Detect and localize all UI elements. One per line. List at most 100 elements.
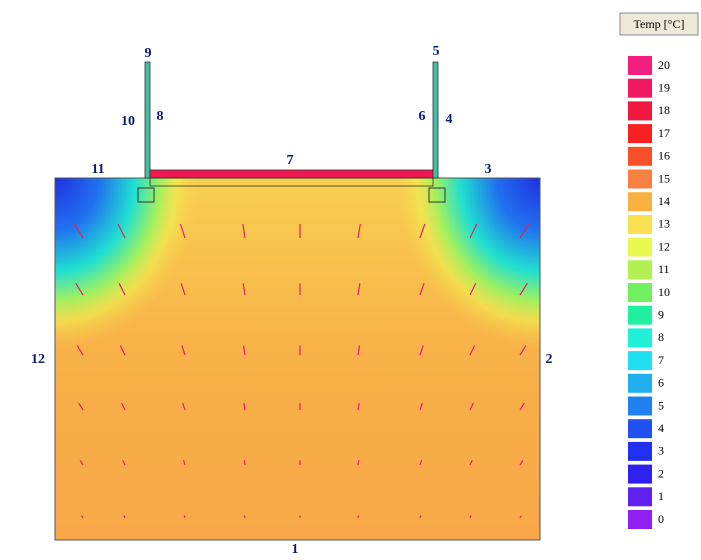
legend-swatch <box>628 101 652 121</box>
flux-arrow <box>469 515 472 519</box>
boundary-label: 12 <box>31 352 45 367</box>
legend-swatch <box>628 260 652 280</box>
legend-swatch <box>628 441 652 461</box>
legend-swatch <box>628 373 652 393</box>
legend-label: 0 <box>658 512 664 526</box>
legend-label: 12 <box>658 239 670 253</box>
legend-swatch <box>628 146 652 166</box>
flux-arrow <box>242 223 246 239</box>
legend-label: 14 <box>658 194 670 208</box>
legend-swatch <box>628 510 652 529</box>
flux-arrow <box>519 282 528 296</box>
flux-arrow <box>182 402 186 411</box>
boundary-label: 5 <box>433 44 440 59</box>
flux-arrow <box>519 223 530 239</box>
flux-arrow <box>469 283 477 296</box>
flux-arrow <box>73 223 84 239</box>
legend-label: 2 <box>658 466 664 480</box>
footing-right <box>428 187 446 203</box>
boundary-label: 9 <box>145 46 152 61</box>
legend-label: 7 <box>658 353 664 367</box>
boundary-label: 2 <box>546 352 553 367</box>
flux-arrow <box>419 223 426 239</box>
flux-arrow <box>183 515 186 519</box>
footing-left <box>137 187 155 203</box>
flux-arrow <box>357 460 360 466</box>
legend-swatch <box>628 351 652 371</box>
flux-arrow <box>357 345 361 356</box>
flux-arrow <box>357 223 361 239</box>
boundary-label: 10 <box>121 114 135 129</box>
flux-arrow <box>75 282 84 296</box>
legend-swatch <box>628 464 652 484</box>
legend-label: 1 <box>658 489 664 503</box>
legend-label: 11 <box>658 262 670 276</box>
boundary-label: 1 <box>292 542 299 557</box>
legend-label: 18 <box>658 103 670 117</box>
right-wall <box>432 61 439 179</box>
legend-label: 4 <box>658 421 664 435</box>
legend-label: 13 <box>658 217 670 231</box>
legend-swatch <box>628 396 652 416</box>
flux-arrow <box>242 345 246 356</box>
slab-layer <box>149 177 434 187</box>
legend-label: 15 <box>658 171 670 185</box>
legend-title-button[interactable] <box>619 12 699 36</box>
legend-label: 8 <box>658 330 664 344</box>
legend-title: Temp [°C] <box>634 17 685 31</box>
flux-arrow <box>519 402 525 411</box>
flux-arrow <box>181 345 186 356</box>
flux-arrow <box>419 402 423 411</box>
flux-arrow <box>243 402 246 411</box>
legend-label: 9 <box>658 307 664 321</box>
legend-swatch <box>628 214 652 234</box>
legend-swatch <box>628 305 652 325</box>
legend-label: 6 <box>658 376 664 390</box>
flux-arrow <box>419 460 423 466</box>
legend-label: 3 <box>658 444 664 458</box>
boundary-label: 7 <box>287 153 294 168</box>
left-wall <box>144 61 151 179</box>
boundary-label: 11 <box>91 162 104 177</box>
flux-arrow <box>78 402 84 411</box>
boundary-label: 6 <box>419 109 426 124</box>
flux-arrow <box>120 402 126 411</box>
legend-swatch <box>628 56 652 75</box>
flux-arrow <box>243 460 246 466</box>
flux-arrow <box>179 223 186 239</box>
legend-label: 20 <box>658 58 670 72</box>
flux-arrow <box>357 283 361 296</box>
flux-arrow <box>419 515 422 519</box>
flux-arrow <box>419 345 424 356</box>
flux-arrow <box>469 223 478 239</box>
boundary-label: 4 <box>446 112 453 127</box>
legend-label: 5 <box>658 398 664 412</box>
legend-swatch <box>628 328 652 348</box>
legend-swatch <box>628 192 652 212</box>
flux-arrow <box>180 283 186 296</box>
slab <box>149 169 434 179</box>
legend-swatch <box>628 78 652 98</box>
flux-arrow <box>117 223 126 239</box>
flux-arrow <box>122 459 126 466</box>
flux-arrow <box>519 459 524 466</box>
temperature-field <box>55 178 540 540</box>
boundary-label: 8 <box>157 109 164 124</box>
legend-swatch <box>628 487 652 507</box>
flux-arrow <box>118 283 126 296</box>
flux-arrow <box>119 345 126 356</box>
legend-swatch <box>628 237 652 257</box>
flux-arrow <box>357 402 360 411</box>
flux-arrow <box>519 345 527 356</box>
boundary-label: 3 <box>485 162 492 177</box>
legend-swatch <box>628 283 652 302</box>
flux-arrow <box>182 460 186 466</box>
flux-arrow <box>469 402 474 411</box>
legend-label: 19 <box>658 80 670 94</box>
legend-swatch <box>628 419 652 439</box>
flux-arrow <box>123 515 126 519</box>
